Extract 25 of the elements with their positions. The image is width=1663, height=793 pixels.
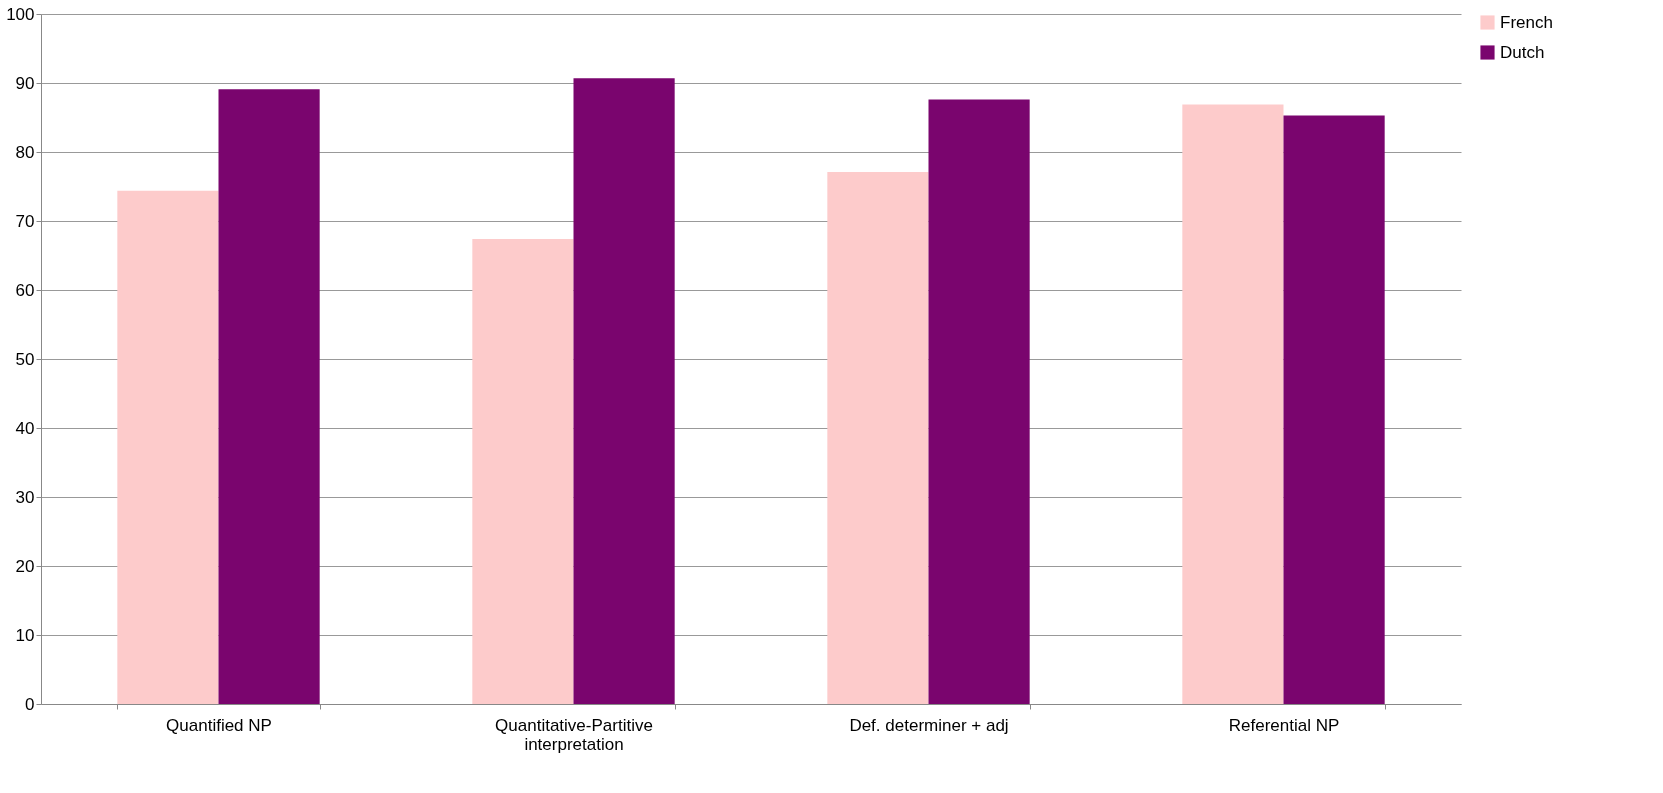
x-tick-label: Referential NP — [1228, 715, 1340, 735]
bar — [218, 89, 320, 704]
legend-label: French — [1500, 12, 1553, 32]
bar — [827, 172, 929, 704]
y-tick-label: 20 — [15, 556, 35, 576]
y-tick-label: 0 — [25, 694, 35, 714]
y-tick-label: 10 — [15, 625, 35, 645]
y-tick-label: 50 — [15, 349, 35, 369]
y-tick-label: 90 — [15, 73, 35, 93]
y-tick-label: 60 — [15, 280, 35, 300]
x-tick-label: Quantified NP — [166, 715, 272, 735]
y-tick-label: 30 — [15, 487, 35, 507]
bar — [1283, 115, 1385, 704]
bar — [928, 99, 1030, 704]
y-tick-label: 40 — [15, 418, 35, 438]
legend-label: Dutch — [1500, 42, 1545, 62]
bar — [573, 78, 675, 704]
y-tick-label: 100 — [6, 4, 35, 24]
bar — [117, 190, 219, 704]
x-tick-label: Def. determiner + adj — [849, 715, 1009, 735]
bar — [1182, 104, 1284, 704]
y-tick-label: 80 — [15, 142, 35, 162]
y-tick-label: 70 — [15, 211, 35, 231]
x-tick-label: Quantitative-Partitive interpretation — [495, 715, 653, 754]
bar — [472, 238, 574, 704]
